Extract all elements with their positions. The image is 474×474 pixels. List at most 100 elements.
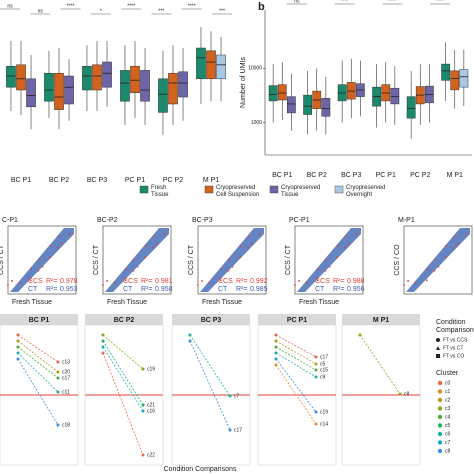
stat-name: CCS — [123, 278, 138, 285]
outlier-dot — [144, 256, 147, 259]
outlier-dot — [355, 233, 358, 236]
cluster-label: c19 — [147, 366, 155, 372]
point — [274, 333, 278, 337]
legend-dot — [437, 414, 443, 420]
point-cloud — [297, 228, 361, 292]
sig-label: *** — [159, 8, 165, 14]
comparison-x-label: Condition Comparisons — [164, 466, 237, 473]
x-tick-label: BC P1 — [11, 177, 31, 184]
point — [56, 360, 60, 364]
outlier-dot — [445, 245, 448, 247]
point — [101, 333, 105, 337]
box — [82, 65, 92, 91]
point — [16, 351, 20, 355]
stat-r2-label: R²= — [333, 286, 344, 293]
outlier-dot — [407, 280, 409, 282]
legend-dot — [437, 448, 443, 454]
legend-label: Fresh Tissue — [151, 185, 169, 198]
outlier-dot — [414, 281, 417, 284]
outlier-dot — [152, 235, 155, 238]
x-tick-label: PC P2 — [410, 172, 430, 179]
trend-line — [275, 334, 317, 358]
x-tick-label: PC P1 — [125, 177, 145, 184]
outlier-dot — [437, 265, 440, 268]
box — [303, 94, 313, 115]
point — [228, 428, 232, 432]
box — [321, 98, 331, 117]
facet-strip — [172, 314, 250, 325]
outlier-dot — [425, 279, 428, 282]
legend-label: c3 — [445, 406, 451, 412]
cluster-label: c9 — [320, 374, 326, 380]
trend-line — [17, 334, 59, 363]
stat-name: CT — [315, 286, 325, 293]
cluster-label: c13 — [62, 359, 70, 365]
cluster-label: c17 — [234, 427, 242, 433]
facet-strip — [258, 314, 336, 325]
box — [441, 63, 451, 81]
trend-line — [359, 334, 401, 395]
point — [228, 394, 232, 398]
outlier-dot — [57, 246, 59, 249]
cluster-label: c19 — [320, 409, 328, 415]
facet-title: BC P3 — [201, 317, 222, 324]
legend-label: Cryopreserved Tissue — [281, 185, 320, 198]
outlier-dot — [163, 233, 166, 236]
point-cloud — [105, 228, 169, 292]
trend-line — [17, 346, 59, 379]
point — [141, 453, 145, 457]
box — [277, 84, 287, 101]
sig-label: *** — [219, 8, 225, 14]
legend-dot — [437, 397, 443, 403]
scatter-decor — [7, 225, 473, 295]
outlier-dot — [305, 281, 308, 284]
trend-line — [275, 364, 317, 425]
legend-shape — [436, 346, 440, 350]
outlier-dot — [239, 256, 242, 259]
legend-title: Condition — [436, 319, 466, 326]
point — [358, 333, 362, 337]
point — [274, 363, 278, 367]
legend-dot — [437, 440, 443, 445]
box — [140, 70, 150, 102]
scatter-frame — [197, 225, 267, 295]
scatter-frame — [403, 225, 473, 295]
outlier-dot — [324, 258, 327, 261]
outlier-dot — [336, 256, 339, 259]
outlier-dot — [445, 256, 448, 259]
stat-r2-label: R²= — [46, 278, 57, 285]
facet-title: PC P1 — [287, 317, 307, 324]
cluster-label: c22 — [147, 452, 155, 458]
legend-label: c5 — [445, 423, 451, 429]
scatter-frame — [7, 225, 77, 295]
point-cloud — [406, 228, 470, 292]
legend-label: FT vs CT — [443, 345, 463, 351]
outlier-dot — [152, 246, 154, 249]
point — [188, 333, 192, 337]
outlier-dot — [403, 284, 405, 286]
point — [16, 345, 20, 349]
scatter-y-label: CCS / CT — [93, 244, 100, 275]
legend-shape — [436, 338, 440, 342]
point — [274, 345, 278, 349]
outlier-dot — [106, 280, 108, 282]
legend-shape — [436, 354, 440, 358]
legend-swatch — [269, 185, 279, 194]
outlier-dot — [464, 233, 467, 236]
cluster-label: c17 — [62, 375, 70, 381]
stat-r2-label: R²= — [141, 286, 152, 293]
box — [286, 96, 296, 114]
trend-line — [275, 340, 317, 365]
stat-r2: 0.956 — [347, 286, 365, 293]
stat-r2: 0.988 — [347, 278, 365, 285]
x-tick-label: M P1 — [203, 177, 219, 184]
sig-label: * — [100, 8, 102, 14]
point — [101, 345, 105, 349]
legend-dot — [437, 380, 443, 386]
facet-strip — [85, 314, 163, 325]
outlier-dot — [239, 245, 242, 247]
outlier-dot — [344, 235, 347, 238]
facet-title: BC P2 — [114, 317, 135, 324]
point — [141, 409, 145, 413]
outlier-dot — [132, 269, 135, 272]
